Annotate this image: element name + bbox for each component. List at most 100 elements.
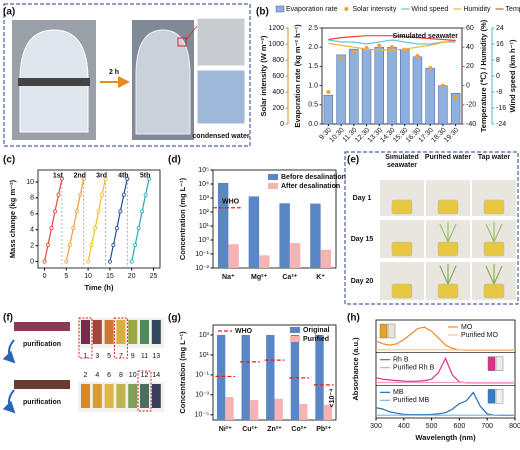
x-tick-label: 10 [84,273,92,280]
bar [315,334,324,420]
bar [310,203,321,268]
y-tick-label: -40 [466,121,476,128]
bar [336,54,346,125]
point [74,209,79,214]
y-tick-label: -8 [496,89,502,96]
sprouts [439,264,457,285]
point [64,259,69,264]
photo-grid: Simulated seawater Purified water Tap wate… [351,154,516,300]
color-chip [151,320,161,344]
color-chip [81,320,90,344]
line [328,35,456,42]
color-chip [151,384,161,408]
point [377,43,382,48]
vial [387,323,396,339]
x-tick-label: 400 [398,423,410,430]
point [86,259,91,264]
column-header-text: Purified water [424,154,472,161]
line [65,178,85,262]
arrow [2,339,16,364]
bar [412,56,423,125]
chip-number: 7 [119,353,123,360]
point [136,226,141,231]
bar [266,334,275,420]
y-tick-label: 4 [30,227,34,234]
caption: condensed water [192,133,249,140]
y-tick-label: 10⁻⁵ [195,412,209,419]
panel-label: (b) [256,7,269,18]
annotation: Simulated seawater [393,33,459,40]
axis-label: Mass change (kg m⁻²) [8,179,17,258]
point [129,259,134,264]
point [351,50,356,54]
column-header-text: Tap water [477,154,511,161]
bar [216,334,226,420]
y-tick-label: 400 [272,89,284,96]
y-tick-label: -20 [466,102,476,109]
strip-label: purification [23,341,61,348]
y-tick-label: 0.0 [308,121,318,128]
panel-label: (e) [347,155,359,166]
bar [323,404,333,420]
test-strip [14,322,70,331]
point [100,192,105,197]
y-tick-label: 1000 [268,41,284,48]
color-chip [92,320,102,344]
bar [217,182,229,268]
x-tick-label: 0 [43,273,47,280]
x-tick-label: Pb²⁺ [316,426,331,433]
point [133,242,138,247]
axis-label: Concentration (mg L⁻¹) [178,177,187,260]
y-tick-label: 10 [26,179,34,186]
point [52,209,57,214]
chip-number: 14 [152,372,160,379]
x-tick-label: Zn²⁺ [267,426,282,433]
arrow [2,389,16,414]
point [114,226,119,231]
chip-number: 2 [84,372,88,379]
y-tick-label: 2.5 [308,25,318,32]
legend-label: Humidity [463,6,491,13]
zoom-line [185,25,198,41]
jar [437,241,459,257]
legend-label: Purified MO [461,332,499,339]
row-label: Day 1 [353,195,372,202]
highlight-box [78,317,93,359]
legend-label: After desalination [281,183,340,190]
y-tick-label: 600 [272,73,284,80]
x-tick-label: Na⁺ [222,274,235,281]
point [42,259,47,264]
point [326,90,331,94]
y-tick-label: 60 [466,25,474,32]
chip-number: 5 [107,353,111,360]
jar [437,283,459,299]
point [96,209,101,214]
panel-label: (d) [168,155,181,166]
y-tick-label: 20 [466,63,474,70]
chip-number: 12 [141,372,149,379]
chip-number: 13 [152,353,160,360]
legend-label: Temperature [506,6,520,13]
point [111,242,116,247]
point [121,192,126,197]
column-header: Simulated seawater [385,154,418,169]
y-tick-label: 0 [466,82,470,89]
bar [299,404,308,420]
x-tick-label: 500 [426,423,438,430]
arrow-label: 2 h [109,69,119,76]
legend-label: WHO [235,328,253,335]
inset-photo [196,69,246,125]
point [415,54,420,58]
legend-label: MO [461,324,473,331]
bar [425,68,435,125]
jar [483,199,505,215]
point [78,192,83,197]
line [328,39,456,51]
highlight-box [113,317,128,359]
x-tick-label: K⁺ [316,274,325,281]
line [43,178,63,262]
jar [483,241,505,257]
legend-label: Original [303,327,330,334]
